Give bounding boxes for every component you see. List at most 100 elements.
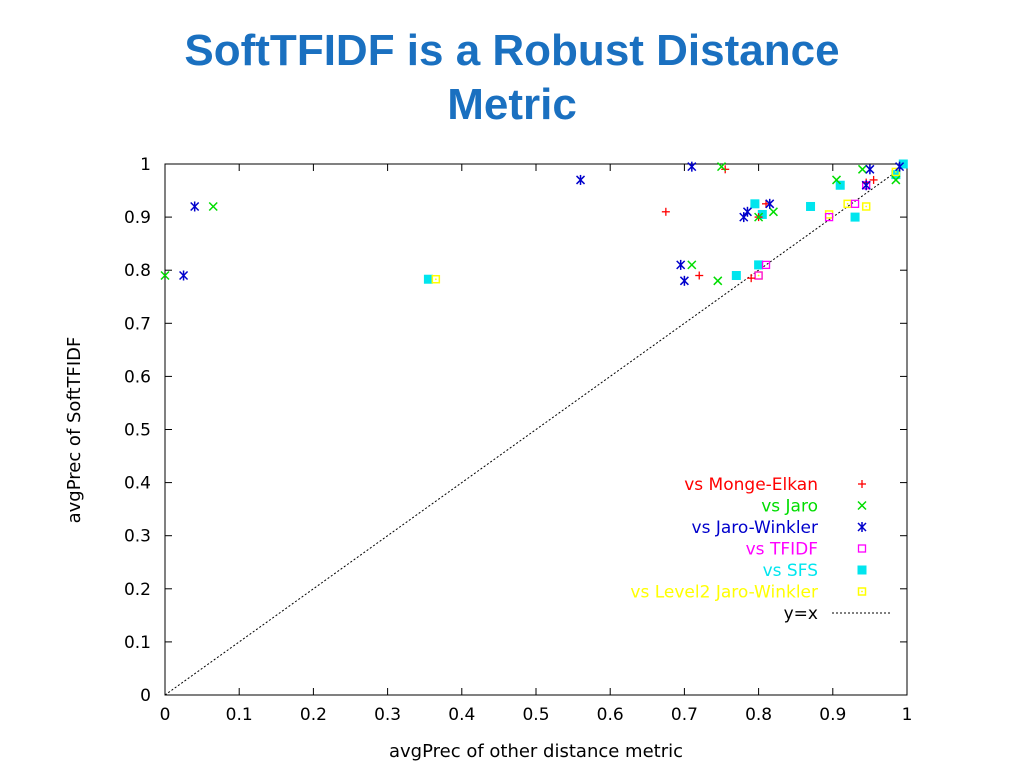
marker-shape	[806, 201, 816, 211]
data-point	[865, 164, 875, 175]
y-equals-x-line	[164, 163, 908, 696]
data-point	[824, 210, 834, 219]
data-point	[765, 198, 775, 209]
axis-tick-labels: 0 0.1 0.2 0.3 0.4 0.5 0.6 0.7 0.8 0.9 1 0 0.1 0.2 0.3 0…	[124, 155, 912, 725]
marker-shape	[846, 202, 849, 205]
data-point	[754, 271, 763, 280]
marker-stroke	[713, 276, 723, 286]
marker-stroke	[891, 175, 901, 185]
data-point	[891, 175, 901, 185]
marker-stroke	[857, 500, 867, 511]
legend-label: vs Monge-Elkan	[684, 475, 818, 495]
x-tick-label: 0.3	[374, 705, 401, 725]
legend-label: vs TFIDF	[746, 540, 818, 560]
marker-shape	[434, 278, 437, 281]
x-tick-label: 0.1	[226, 705, 253, 725]
legend-marker	[858, 480, 866, 488]
data-point	[742, 206, 753, 217]
marker-shape	[857, 587, 867, 596]
data-point	[160, 270, 170, 281]
y-axis-label: avgPrec of SoftTFIDF	[64, 337, 85, 524]
legend-label: vs SFS	[763, 561, 818, 581]
legend-marker	[857, 587, 867, 596]
data-point	[750, 199, 760, 209]
data-point	[423, 274, 433, 284]
x-tick-label: 0.4	[448, 705, 475, 725]
data-point	[850, 212, 860, 222]
x-tick-label: 0.7	[671, 705, 698, 725]
data-point	[754, 271, 763, 280]
data-point	[754, 212, 764, 222]
marker-shape	[754, 260, 764, 270]
marker-shape	[835, 180, 845, 190]
y-tick-label: 1	[140, 155, 151, 175]
y-tick-label: 0.8	[124, 261, 151, 281]
marker-shape	[754, 271, 763, 280]
marker-stroke	[687, 260, 697, 270]
data-point	[747, 274, 756, 283]
x-axis-label: avgPrec of other distance metric	[389, 741, 683, 762]
data-point	[891, 167, 901, 177]
data-point	[857, 164, 868, 174]
data-point	[687, 161, 697, 172]
legend-marker	[857, 500, 867, 511]
x-tick-label: 0.5	[522, 705, 549, 725]
legend-label: vs Level2 Jaro-Winkler	[630, 583, 818, 603]
marker-shape	[731, 271, 741, 281]
marker-shape	[861, 202, 871, 211]
y-tick-label: 0.4	[124, 474, 151, 494]
marker-shape	[857, 544, 867, 553]
data-point	[754, 260, 764, 270]
slide-title-line-2: Metric	[447, 80, 577, 129]
marker-shape	[761, 260, 771, 270]
y-tick-label: 0.1	[124, 633, 151, 653]
y-tick-label: 0.5	[124, 421, 151, 441]
data-point	[731, 271, 741, 281]
marker-shape	[431, 274, 441, 284]
data-point	[713, 276, 723, 286]
y-tick-label: 0.9	[124, 208, 151, 228]
marker-stroke	[768, 207, 778, 217]
y-tick-label: 0.3	[124, 527, 151, 547]
data-point	[768, 207, 778, 217]
marker-stroke	[831, 175, 842, 185]
y-tick-label: 0.7	[124, 314, 151, 334]
data-point	[869, 175, 878, 184]
x-tick-label: 0.6	[597, 705, 624, 725]
slide-title: SoftTFIDF is a Robust Distance Metric	[0, 24, 1024, 132]
data-point	[843, 199, 852, 209]
legend-label: y=x	[784, 604, 818, 624]
legend-label: vs Jaro-Winkler	[692, 518, 818, 538]
y-tick-label: 0.6	[124, 367, 151, 387]
y-tick-label: 0	[140, 686, 151, 706]
data-point	[208, 201, 218, 212]
marker-shape	[423, 274, 433, 284]
x-tick-label: 0.2	[300, 705, 327, 725]
data-point	[190, 201, 200, 212]
marker-shape	[894, 171, 897, 173]
marker-shape	[750, 199, 760, 209]
data-point	[676, 259, 686, 270]
marker-stroke	[160, 270, 170, 281]
data-point	[861, 180, 871, 191]
x-tick-label: 0	[160, 705, 171, 725]
slide-title-line-1: SoftTFIDF is a Robust Distance	[184, 26, 840, 75]
legend-marker	[857, 544, 867, 553]
data-point	[179, 270, 189, 281]
x-tick-label: 1	[902, 705, 913, 725]
y-tick-label: 0.2	[124, 580, 151, 600]
data-point	[739, 212, 749, 223]
marker-shape	[757, 274, 760, 277]
marker-stroke	[716, 162, 727, 172]
marker-stroke	[857, 164, 868, 174]
x-tick-label: 0.9	[819, 705, 846, 725]
data-point	[895, 161, 905, 172]
x-tick-label: 0.8	[745, 705, 772, 725]
data-point	[431, 274, 441, 284]
data-point	[661, 207, 670, 216]
data-points	[160, 159, 908, 286]
data-point	[679, 275, 689, 286]
marker-shape	[850, 212, 860, 222]
